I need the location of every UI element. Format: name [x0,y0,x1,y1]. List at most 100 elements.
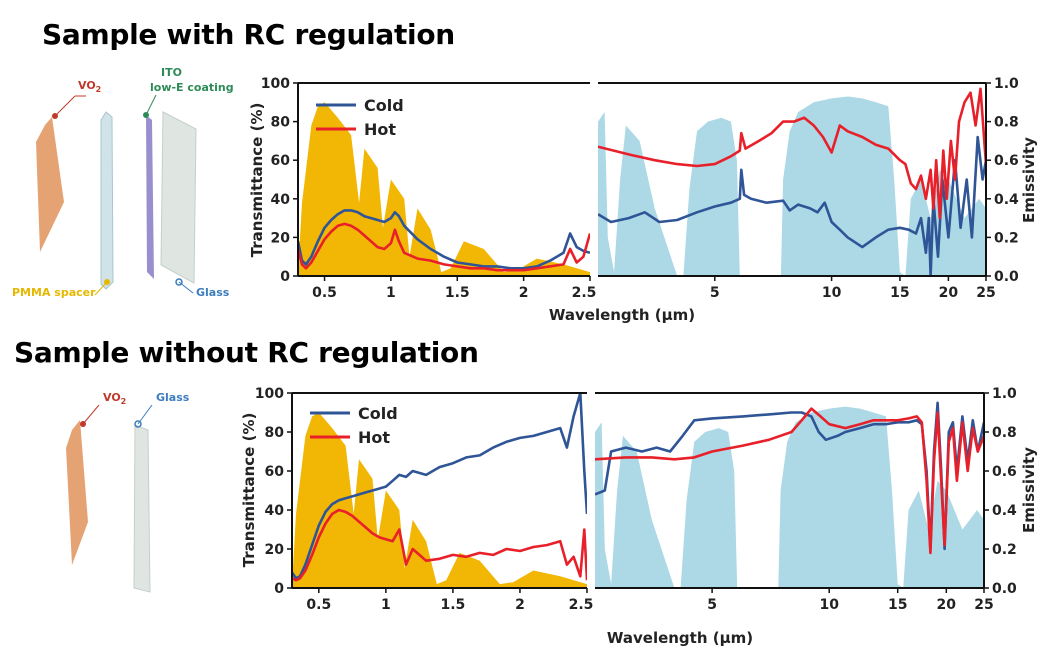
schematic-with-rc: VO2 ITO low-E coating PMMA spacer Glass [12,66,234,299]
left-y-axis-label: Transmittance (%) [240,413,258,568]
glass-label: Glass [196,286,230,299]
vo2-layer-shape-bottom [66,420,88,565]
series-line-hot-right [598,87,986,220]
left-x-tick-label: 0.5 [312,285,337,301]
ito-label: ITO [161,66,182,79]
right-y-tick-label: 0.6 [994,153,1019,169]
vo2-marker-dot-bottom [80,421,86,427]
atmospheric-window-area [595,406,984,588]
pmma-marker-dot [104,279,110,285]
chart-with-rc: 0.5 1 1.5 2 2.5 0 20 40 60 80 100 5 10 15 20 250.0 0.2 0.… [248,76,1038,324]
right-y-axis-label: Emissivity [1020,137,1038,223]
left-x-tick-label: 1 [386,285,396,301]
left-y-tick-label: 20 [271,230,291,246]
left-x-tick-label: 2 [515,597,525,613]
right-y-tick-label: 0.4 [992,503,1017,519]
atmospheric-window-area [598,96,986,276]
solar-spectrum-area [292,412,587,588]
right-y-tick-label: 0.4 [994,192,1019,208]
left-y-tick-label: 60 [265,464,285,480]
ito-marker-dot [143,112,149,118]
right-y-tick-label: 0.0 [994,269,1019,285]
right-x-tick-label: 25 [976,285,995,301]
left-y-tick-label: 100 [255,386,284,402]
vo2-label: VO2 [78,79,101,94]
legend-label-cold: Cold [358,404,398,423]
series-line-cold-left [298,209,590,270]
right-x-tick-label: 15 [890,285,909,301]
left-y-tick-label: 40 [265,503,285,519]
left-y-tick-label: 40 [271,192,291,208]
chart-without-rc: 0.5 1 1.5 2 2.5 0 20 40 60 80 100 5 10 15 20 250.0 0.2 0.… [240,386,1038,647]
vo2-marker-dot [52,113,58,119]
solar-spectrum-area [298,102,590,276]
axes-frame [297,82,987,277]
pmma-label: PMMA spacer [12,286,96,299]
left-y-tick-label: 60 [271,153,291,169]
heading-with-rc: Sample with RC regulation [42,18,455,51]
axes-frame [291,392,985,589]
series-line-cold-right [598,135,986,276]
right-y-tick-label: 0.6 [992,464,1017,480]
series-line-hot-right [595,407,984,555]
ito-label-2: low-E coating [150,81,234,94]
pmma-spacer-shape [100,111,114,290]
left-x-tick-label: 1.5 [441,597,466,613]
right-x-tick-label: 10 [819,597,839,613]
left-y-tick-label: 80 [271,115,291,131]
left-y-tick-label: 80 [265,425,285,441]
glass-pane-shape-bottom [133,424,151,593]
series-line-cold-left [292,393,587,580]
ito-leader-line [145,94,157,116]
legend-label-cold: Cold [364,96,404,115]
ito-coating-shape [146,115,154,279]
right-x-tick-label: 20 [939,285,959,301]
right-x-tick-label: 5 [710,285,720,301]
left-y-axis-label: Transmittance (%) [248,103,266,258]
right-y-tick-label: 1.0 [992,386,1017,402]
left-y-tick-label: 0 [274,581,284,597]
legend-label-hot: Hot [358,428,390,447]
right-x-tick-label: 25 [974,597,993,613]
vo2-leader-line [54,95,76,117]
glass-marker-dot-bottom [134,420,142,428]
left-x-tick-label: 2.5 [572,285,597,301]
schematic-without-rc: VO2 Glass [66,391,190,593]
right-y-tick-label: 0.2 [994,230,1019,246]
left-x-tick-label: 1.5 [445,285,470,301]
left-panel-plot [292,393,587,588]
series-line-hot-left [292,508,587,582]
left-panel-plot [298,102,590,276]
series-line-cold-right [595,401,984,551]
right-y-tick-label: 0.0 [992,581,1017,597]
right-y-tick-label: 0.2 [992,542,1017,558]
vo2-label-bottom: VO2 [103,391,126,406]
glass-marker-dot [175,278,183,286]
left-x-tick-label: 2 [519,285,529,301]
series-line-hot-left [298,222,590,272]
x-axis-label: Wavelength (μm) [549,306,695,324]
glass-leader-line-bottom [137,404,153,425]
right-y-axis-label: Emissivity [1020,447,1038,533]
glass-pane-shape [160,111,197,284]
right-panel-plot [595,401,984,588]
right-panel-plot [598,87,986,276]
left-y-tick-label: 20 [265,542,285,558]
x-axis-label: Wavelength (μm) [607,629,753,647]
right-y-tick-label: 0.8 [994,115,1019,131]
vo2-leader-line-bottom [82,404,100,425]
right-y-tick-label: 0.8 [992,425,1017,441]
left-x-tick-label: 1 [381,597,391,613]
legend-label-hot: Hot [364,120,396,139]
right-x-tick-label: 20 [937,597,957,613]
left-y-tick-label: 0 [280,269,290,285]
vo2-layer-shape [36,117,64,252]
left-y-tick-label: 100 [261,76,290,92]
right-x-tick-label: 15 [888,597,907,613]
glass-label-bottom: Glass [156,391,190,404]
right-y-tick-label: 1.0 [994,76,1019,92]
heading-without-rc: Sample without RC regulation [14,336,479,369]
left-x-tick-label: 2.5 [569,597,594,613]
right-x-tick-label: 5 [707,597,717,613]
